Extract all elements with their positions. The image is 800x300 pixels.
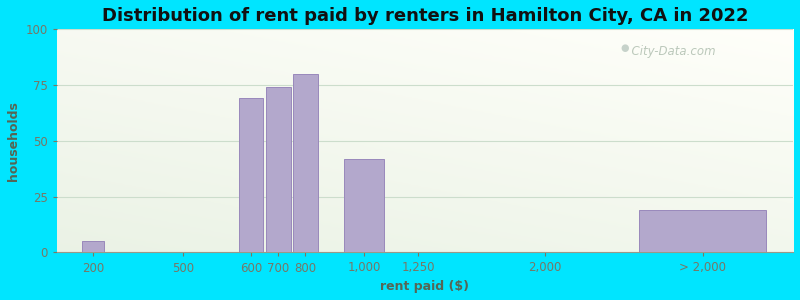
Bar [293, 74, 318, 253]
Bar [238, 98, 263, 253]
Title: Distribution of rent paid by renters in Hamilton City, CA in 2022: Distribution of rent paid by renters in … [102, 7, 748, 25]
Bar [639, 210, 766, 253]
Bar [344, 159, 384, 253]
Text: City-Data.com: City-Data.com [624, 45, 715, 58]
X-axis label: rent paid ($): rent paid ($) [381, 280, 470, 293]
Bar [266, 87, 290, 253]
Y-axis label: households: households [7, 101, 20, 181]
Bar [82, 241, 104, 253]
Text: ●: ● [620, 43, 629, 53]
